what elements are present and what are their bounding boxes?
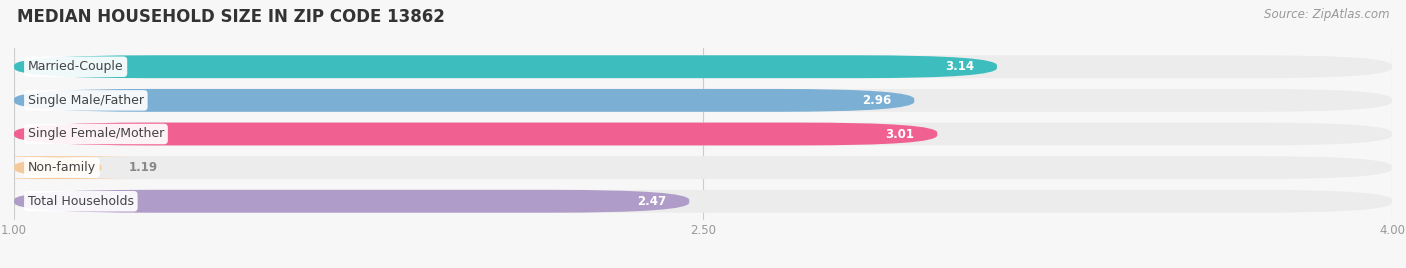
FancyBboxPatch shape xyxy=(14,190,1392,213)
Text: Single Male/Father: Single Male/Father xyxy=(28,94,143,107)
FancyBboxPatch shape xyxy=(14,55,997,78)
Text: 3.14: 3.14 xyxy=(945,60,974,73)
FancyBboxPatch shape xyxy=(14,122,1392,146)
FancyBboxPatch shape xyxy=(14,156,1392,179)
Text: Source: ZipAtlas.com: Source: ZipAtlas.com xyxy=(1264,8,1389,21)
FancyBboxPatch shape xyxy=(14,89,1392,112)
Text: Single Female/Mother: Single Female/Mother xyxy=(28,128,165,140)
Text: 2.47: 2.47 xyxy=(637,195,666,208)
Text: 1.19: 1.19 xyxy=(129,161,157,174)
FancyBboxPatch shape xyxy=(14,55,1392,78)
Text: 2.96: 2.96 xyxy=(862,94,891,107)
FancyBboxPatch shape xyxy=(14,122,938,146)
Text: Non-family: Non-family xyxy=(28,161,96,174)
Text: 3.01: 3.01 xyxy=(886,128,914,140)
Text: MEDIAN HOUSEHOLD SIZE IN ZIP CODE 13862: MEDIAN HOUSEHOLD SIZE IN ZIP CODE 13862 xyxy=(17,8,444,26)
Text: Married-Couple: Married-Couple xyxy=(28,60,124,73)
Text: Total Households: Total Households xyxy=(28,195,134,208)
FancyBboxPatch shape xyxy=(14,190,689,213)
FancyBboxPatch shape xyxy=(0,156,152,179)
FancyBboxPatch shape xyxy=(14,89,914,112)
